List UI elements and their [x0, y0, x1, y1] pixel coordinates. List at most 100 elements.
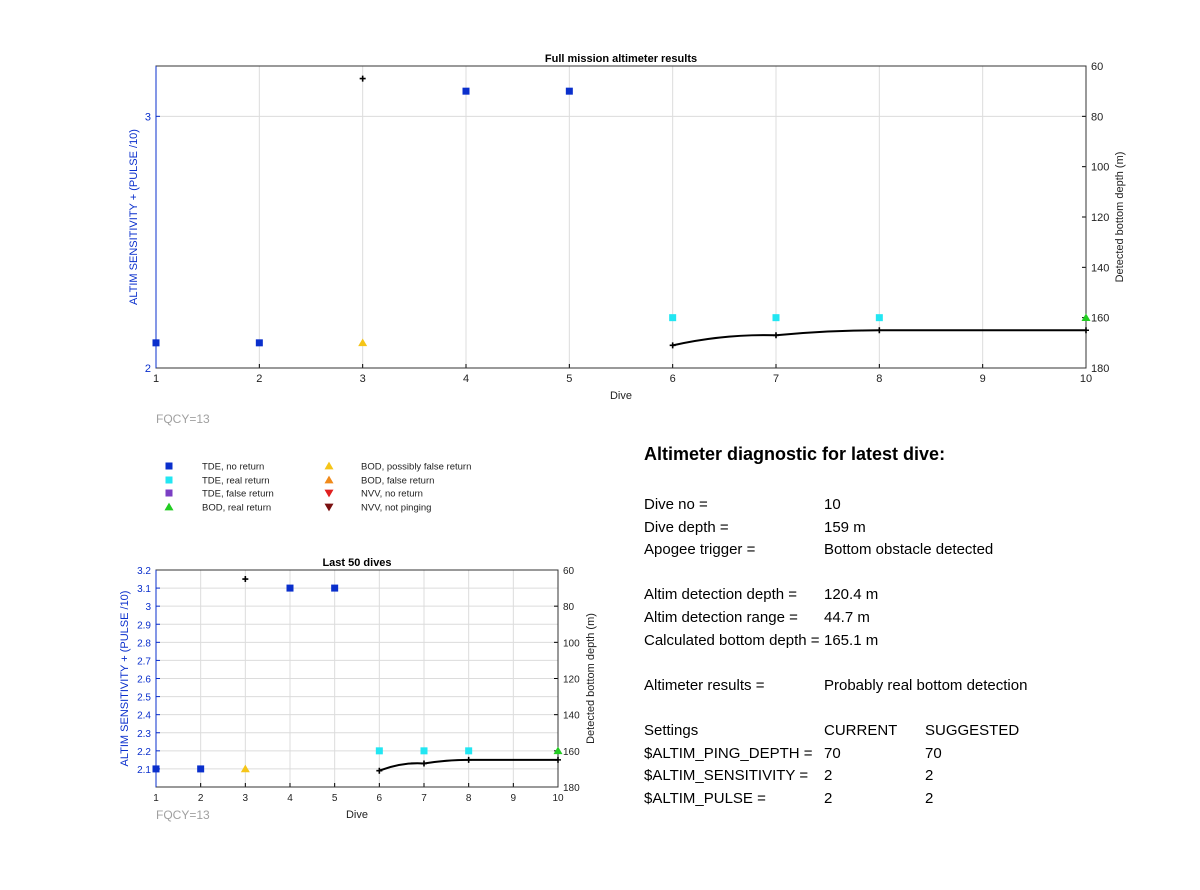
y-tick-label: 2.6 [137, 675, 151, 686]
y-axis-label: ALTIM SENSITIVITY + (PULSE /10) [119, 591, 131, 767]
y2-tick-label: 120 [1091, 212, 1109, 224]
x-tick-label: 6 [670, 373, 676, 385]
dive-depth-label: Dive depth = [644, 518, 729, 536]
settings-label: Settings [644, 721, 699, 739]
x-tick-label: 5 [332, 793, 338, 804]
setting-row: $ALTIM_PULSE = 2 2 [644, 788, 1164, 811]
x-tick-label: 6 [377, 793, 383, 804]
settings-header-row: Settings CURRENT SUGGESTED [644, 720, 1164, 743]
y2-tick-label: 160 [1091, 313, 1109, 325]
legend-marker [165, 476, 173, 484]
altimeter-diagnostic-panel: Altimeter diagnostic for latest dive: Di… [644, 444, 1164, 810]
legend: TDE, no return TDE, real return TDE, false… [164, 461, 471, 514]
bottom-depth-point [669, 342, 676, 349]
dive-depth-row: Dive depth = 159 m [644, 517, 1164, 540]
dive-no-row: Dive no = 10 [644, 494, 1164, 517]
y-tick-label: 2.4 [137, 711, 151, 722]
setting-row: $ALTIM_PING_DEPTH = 70 70 [644, 743, 1164, 766]
bottom-depth-line [672, 329, 1086, 347]
chart-title: Last 50 dives [322, 557, 391, 569]
setting-name: $ALTIM_SENSITIVITY = [644, 767, 809, 785]
x-tick-label: 8 [876, 373, 882, 385]
y-tick-label: 2.3 [137, 729, 151, 740]
x-tick-label: 7 [421, 793, 427, 804]
x-tick-label: 9 [511, 793, 517, 804]
setting-row: $ALTIM_SENSITIVITY = 2 2 [644, 765, 1164, 788]
y2-tick-label: 60 [563, 566, 575, 577]
bottom-depth-point [555, 756, 561, 763]
setting-name: $ALTIM_PULSE = [644, 789, 766, 807]
y2-tick-label: 100 [563, 638, 580, 649]
legend-item: NVV, no return [324, 489, 423, 500]
y2-axis-label: Detected bottom depth (m) [585, 613, 597, 744]
calculated-depth-value: 165.1 m [824, 631, 879, 649]
data-point [197, 765, 205, 773]
data-point [875, 314, 883, 322]
legend-label: TDE, no return [202, 462, 264, 473]
data-point [255, 339, 263, 347]
legend-label: TDE, real return [202, 476, 270, 487]
chart-title: Full mission altimeter results [545, 53, 697, 65]
last-50-dives-chart: 1 2 3 4 5 6 7 8 9 10 2.1 2.2 2.3 2.4 2.5 2.6 2.7 2.8 2.9 3 3… [119, 557, 597, 822]
y-tick-label: 3 [145, 111, 151, 123]
legend-marker [165, 462, 173, 470]
apogee-trigger-row: Apogee trigger = Bottom obstacle detecte… [644, 539, 1164, 562]
y2-tick-label: 100 [1091, 162, 1109, 174]
setting-current: 2 [824, 767, 833, 785]
legend-label: NVV, no return [361, 489, 423, 500]
y-tick-label: 2 [145, 363, 151, 375]
data-point [375, 747, 383, 755]
frequency-footnote: FQCY=13 [156, 412, 210, 426]
setting-suggested: 70 [925, 744, 942, 762]
dive-no-label: Dive no = [644, 496, 708, 513]
data-point [465, 747, 473, 755]
y-tick-label: 2.5 [137, 693, 151, 704]
y-tick-label: 3.2 [137, 566, 151, 577]
data-point [358, 338, 368, 347]
suggested-label: SUGGESTED [925, 721, 1020, 739]
frequency-footnote: FQCY=13 [156, 808, 210, 822]
data-point [553, 746, 563, 755]
bottom-depth-point [876, 327, 883, 334]
x-axis-label: Dive [610, 390, 632, 402]
setting-suggested: 2 [925, 789, 934, 807]
data-point [240, 764, 250, 773]
x-axis-label: Dive [346, 809, 368, 821]
data-point [462, 87, 470, 95]
legend-label: NVV, not pinging [361, 503, 431, 514]
bottom-depth-point [376, 767, 383, 774]
legend-item: NVV, not pinging [324, 503, 431, 514]
y2-tick-label: 180 [1091, 363, 1109, 375]
data-point [331, 584, 339, 592]
altimeter-results-row: Altimeter results = Probably real bottom… [644, 675, 1164, 698]
y2-tick-label: 140 [563, 711, 580, 722]
y2-tick-label: 80 [563, 602, 575, 613]
bottom-depth-point [421, 760, 427, 767]
y-axis-label: ALTIM SENSITIVITY + (PULSE /10) [128, 129, 140, 305]
legend-item: BOD, possibly false return [324, 461, 471, 473]
y2-tick-label: 140 [1091, 262, 1109, 274]
legend-marker [324, 461, 334, 470]
current-label: CURRENT [824, 721, 898, 739]
x-tick-label: 4 [463, 373, 469, 385]
data-point [772, 314, 780, 322]
legend-marker [324, 503, 334, 512]
data-point [420, 747, 428, 755]
detection-range-row: Altim detection range = 44.7 m [644, 607, 1164, 630]
setting-suggested: 2 [925, 767, 934, 785]
x-tick-label: 3 [360, 373, 366, 385]
x-tick-label: 1 [153, 373, 159, 385]
x-tick-label: 1 [153, 793, 159, 804]
legend-label: TDE, false return [202, 489, 274, 500]
x-tick-label: 10 [552, 793, 564, 804]
y-tick-label: 2.1 [137, 765, 151, 776]
data-point [1081, 313, 1091, 321]
legend-item: TDE, false return [165, 489, 274, 500]
setting-current: 70 [824, 744, 841, 762]
legend-marker [324, 489, 334, 498]
y-tick-label: 3.1 [137, 584, 151, 595]
x-tick-label: 5 [566, 373, 572, 385]
y2-tick-label: 120 [563, 675, 580, 686]
x-tick-label: 7 [773, 373, 779, 385]
